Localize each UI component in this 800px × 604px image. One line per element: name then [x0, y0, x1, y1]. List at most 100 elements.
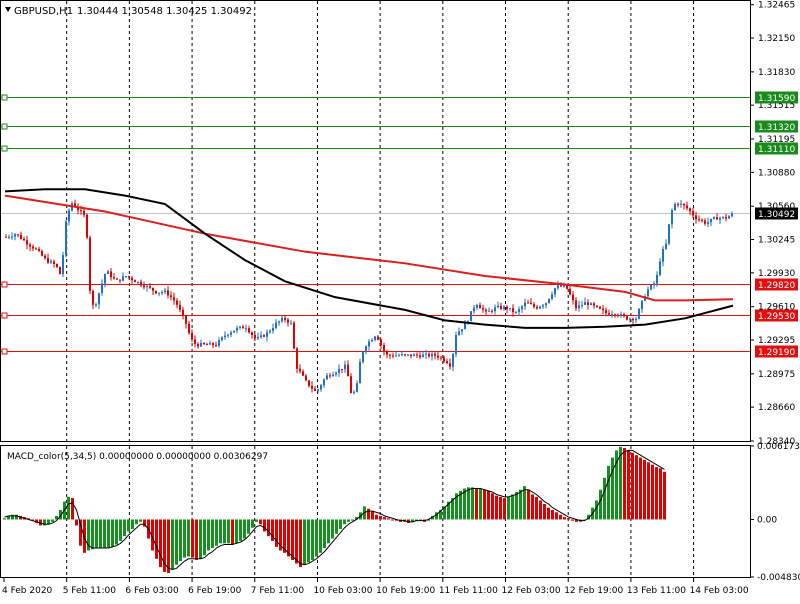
y-tick-label: 1.32150 — [758, 34, 795, 44]
macd-bar — [547, 507, 550, 520]
candle-body — [287, 319, 289, 323]
candle-body — [536, 306, 538, 309]
macd-bar — [191, 519, 194, 558]
macd-bar — [215, 519, 218, 546]
price-label: 1.29530 — [758, 312, 795, 322]
candle-body — [14, 234, 16, 237]
candle-body — [476, 304, 478, 308]
macd-bar — [255, 519, 258, 522]
y-tick-label: 1.29610 — [758, 303, 795, 313]
x-tick-label: 13 Feb 11:00 — [627, 586, 686, 596]
ohlc-label: 1.30444 1.30548 1.30425 1.30492 — [77, 6, 252, 17]
candle-body — [368, 341, 370, 347]
candle-body — [68, 210, 70, 222]
candle-body — [626, 316, 628, 320]
macd-bar — [275, 519, 278, 547]
macd-bar — [531, 494, 534, 520]
candle-body — [641, 300, 643, 309]
x-tick-label: 6 Feb 19:00 — [188, 586, 242, 596]
macd-bar — [551, 509, 554, 520]
candle-body — [59, 266, 61, 275]
level-handle[interactable] — [1, 145, 8, 152]
candle-body — [449, 363, 451, 367]
macd-bar — [259, 519, 262, 525]
symbol-label: GBPUSD,H1 — [14, 6, 73, 17]
macd-bar — [379, 515, 382, 520]
candle-body — [398, 355, 400, 357]
candle-body — [542, 305, 544, 307]
macd-bar — [19, 515, 22, 520]
candle-body — [242, 326, 244, 329]
price-labels: 1.31590 1.31320 1.31110 1.30492 1.29820 1.295… — [755, 91, 798, 358]
candle-body — [332, 374, 334, 377]
macd-bar — [111, 519, 114, 547]
macd-bar — [619, 446, 622, 520]
candle-body — [485, 309, 487, 312]
candle-body — [191, 332, 193, 340]
macd-bar — [355, 517, 358, 520]
macd-bar — [71, 498, 74, 520]
moving-averages — [4, 188, 734, 329]
level-handle[interactable] — [1, 312, 8, 319]
macd-bar — [139, 519, 142, 522]
level-handle[interactable] — [1, 281, 8, 288]
candle-body — [461, 329, 463, 332]
candle-body — [455, 335, 457, 355]
level-handle[interactable] — [1, 348, 8, 355]
macd-bar — [623, 448, 626, 520]
macd-bar — [203, 519, 206, 556]
candle-body — [515, 312, 517, 314]
candle-body — [722, 216, 724, 218]
macd-bar — [115, 519, 118, 545]
macd-frame — [0, 445, 751, 578]
y-tick-label: 1.30880 — [758, 168, 795, 178]
candle-body — [116, 278, 118, 280]
candle-body — [698, 219, 700, 221]
candle-body — [311, 385, 313, 389]
level-handle[interactable] — [1, 94, 8, 101]
dropdown-triangle-icon[interactable] — [5, 7, 11, 12]
candle-body — [611, 314, 613, 316]
macd-bar — [219, 519, 222, 544]
macd-bar — [79, 519, 82, 546]
candle-body — [599, 306, 601, 309]
macd-bar — [367, 508, 370, 520]
macd-bar — [535, 496, 538, 520]
candle-body — [401, 354, 403, 356]
candle-body — [320, 385, 322, 390]
candle-body — [683, 203, 685, 206]
macd-bar — [311, 519, 314, 560]
macd-bar — [295, 519, 298, 564]
candle-body — [437, 355, 439, 358]
macd-bar — [515, 492, 518, 520]
candle-body — [719, 217, 721, 220]
macd-bar — [279, 519, 282, 551]
macd-bar — [451, 498, 454, 520]
candle-body — [158, 292, 160, 294]
candle-body — [236, 327, 238, 331]
level-handle[interactable] — [1, 123, 8, 130]
candle-body — [182, 309, 184, 316]
candle-body — [350, 376, 352, 394]
macd-bar — [463, 488, 466, 520]
candle-body — [671, 210, 673, 225]
candle-body — [539, 306, 541, 309]
macd-bar — [235, 519, 238, 544]
macd-bar — [155, 519, 158, 559]
price-label: 1.29190 — [758, 348, 795, 358]
macd-bar — [339, 519, 342, 530]
x-tick-label: 11 Feb 11:00 — [439, 586, 498, 596]
y-tick-label: 1.31195 — [758, 135, 795, 145]
macd-histogram — [3, 446, 666, 574]
candle-body — [404, 354, 406, 356]
candle-body — [254, 334, 256, 339]
candle-body — [164, 290, 166, 293]
macd-bar — [543, 503, 546, 520]
macd-bar — [283, 519, 286, 553]
price-label-box — [755, 278, 798, 291]
macd-bar — [151, 519, 154, 551]
macd-bar — [439, 509, 442, 520]
candle-body — [179, 304, 181, 310]
macd-bar — [287, 519, 290, 557]
